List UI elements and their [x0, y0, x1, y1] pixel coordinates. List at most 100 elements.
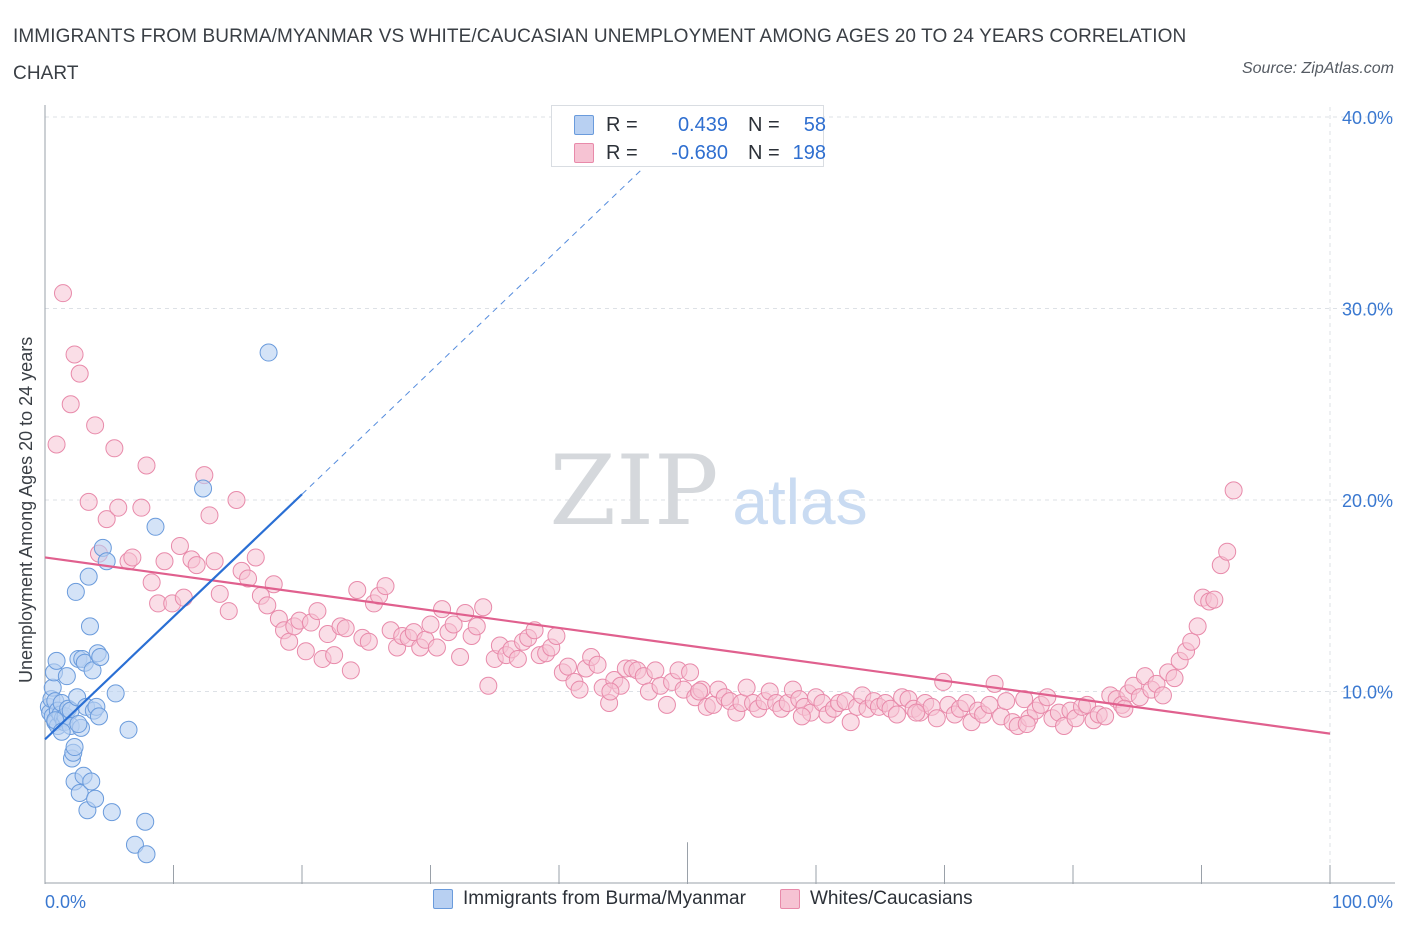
chart-title: IMMIGRANTS FROM BURMA/MYANMAR VS WHITE/C…	[13, 26, 1187, 84]
point-whites	[558, 657, 577, 676]
series-burma-points	[39, 343, 278, 864]
point-whites	[70, 364, 89, 383]
point-whites	[258, 596, 277, 615]
point-whites	[97, 510, 116, 529]
point-burma	[91, 648, 110, 667]
series-whites-points	[47, 284, 1243, 735]
legend-n-value-whites: 198	[792, 141, 826, 164]
point-whites	[109, 498, 128, 517]
point-burma	[86, 789, 105, 808]
point-burma	[82, 772, 101, 791]
point-burma	[137, 845, 156, 864]
series-legend: Immigrants from Burma/Myanmar Whites/Cau…	[433, 888, 1007, 910]
point-burma	[136, 812, 155, 831]
legend-row-burma: R = 0.439 N = 58	[574, 113, 826, 137]
point-whites	[187, 556, 206, 575]
legend-label-burma: Immigrants from Burma/Myanmar	[463, 888, 746, 909]
point-whites	[79, 492, 98, 511]
point-whites	[227, 491, 246, 509]
x-tick-label-max: 100.0%	[1332, 892, 1393, 912]
point-whites	[646, 661, 665, 680]
point-whites	[980, 695, 999, 714]
point-burma	[146, 517, 165, 536]
point-whites	[219, 602, 238, 621]
point-whites	[336, 619, 355, 638]
point-burma	[102, 803, 121, 822]
legend-row-whites: R = -0.680 N = 198	[574, 141, 826, 165]
point-burma	[52, 722, 71, 741]
point-whites	[588, 655, 607, 674]
legend-r-label: R =	[606, 141, 638, 164]
tick-labels: 10.0% 20.0% 30.0% 40.0% 0.0% 100.0%	[45, 108, 1393, 912]
point-whites	[1017, 715, 1036, 734]
trend-line-burma	[44, 493, 303, 741]
point-burma	[194, 479, 213, 498]
point-whites	[296, 642, 315, 661]
trend-line-whites	[44, 556, 1331, 735]
point-whites	[142, 573, 161, 592]
legend-n-label: N =	[748, 113, 780, 136]
point-whites	[200, 506, 219, 525]
point-whites	[737, 678, 756, 697]
watermark-atlas: atlas	[732, 466, 867, 538]
point-burma	[125, 835, 144, 854]
point-burma	[79, 567, 98, 586]
y-tick-label: 20.0%	[1342, 491, 1393, 511]
point-burma	[259, 343, 278, 362]
point-whites	[927, 709, 946, 728]
point-whites	[325, 646, 344, 665]
point-whites	[137, 456, 156, 475]
point-whites	[997, 692, 1016, 711]
point-burma	[66, 582, 85, 601]
y-tick-label: 30.0%	[1342, 300, 1393, 320]
point-whites	[61, 395, 80, 414]
point-whites	[132, 498, 151, 517]
legend-swatch-blue	[574, 115, 594, 135]
point-whites	[444, 615, 463, 634]
point-whites	[570, 680, 589, 699]
point-whites	[170, 536, 189, 555]
y-tick-label: 40.0%	[1342, 108, 1393, 128]
point-burma	[106, 684, 125, 703]
point-whites	[887, 705, 906, 724]
y-axis-label-svg: Unemployment Among Ages 20 to 24 years	[16, 337, 36, 683]
watermark: ZIP atlas	[549, 435, 867, 547]
point-whites	[341, 661, 360, 680]
point-whites	[601, 682, 620, 701]
point-whites	[47, 435, 66, 454]
point-whites	[479, 676, 498, 695]
point-whites	[681, 663, 700, 682]
point-whites	[1188, 617, 1207, 636]
point-whites	[1115, 699, 1134, 718]
legend-swatch-pink	[574, 143, 594, 163]
legend-label-whites: Whites/Caucasians	[809, 888, 973, 909]
point-whites	[155, 552, 174, 571]
point-whites	[65, 345, 84, 364]
point-whites	[1038, 688, 1057, 707]
point-whites	[348, 581, 367, 600]
point-whites	[427, 638, 446, 657]
watermark-zip: ZIP	[549, 435, 718, 547]
point-whites	[123, 548, 142, 567]
y-tick-label: 10.0%	[1342, 683, 1393, 703]
point-whites	[308, 602, 327, 621]
legend-item-whites: Whites/Caucasians	[779, 888, 973, 910]
point-whites	[205, 552, 224, 571]
stats-legend: R = 0.439 N = 58 R = -0.680 N = 198	[551, 105, 826, 167]
legend-swatch-whites	[779, 889, 800, 909]
point-whites	[174, 588, 193, 607]
point-whites	[53, 284, 72, 303]
point-burma	[89, 707, 108, 726]
point-whites	[508, 649, 527, 668]
grid-layer	[45, 107, 1395, 883]
point-whites	[280, 632, 299, 651]
point-whites	[239, 569, 258, 588]
source-label: Source: ZipAtlas.com	[1241, 60, 1394, 77]
x-tick-label-min: 0.0%	[45, 892, 86, 912]
point-whites	[792, 707, 811, 726]
point-burma	[83, 661, 102, 680]
point-whites	[1182, 632, 1201, 651]
point-whites	[1096, 707, 1115, 726]
point-burma	[65, 738, 84, 757]
